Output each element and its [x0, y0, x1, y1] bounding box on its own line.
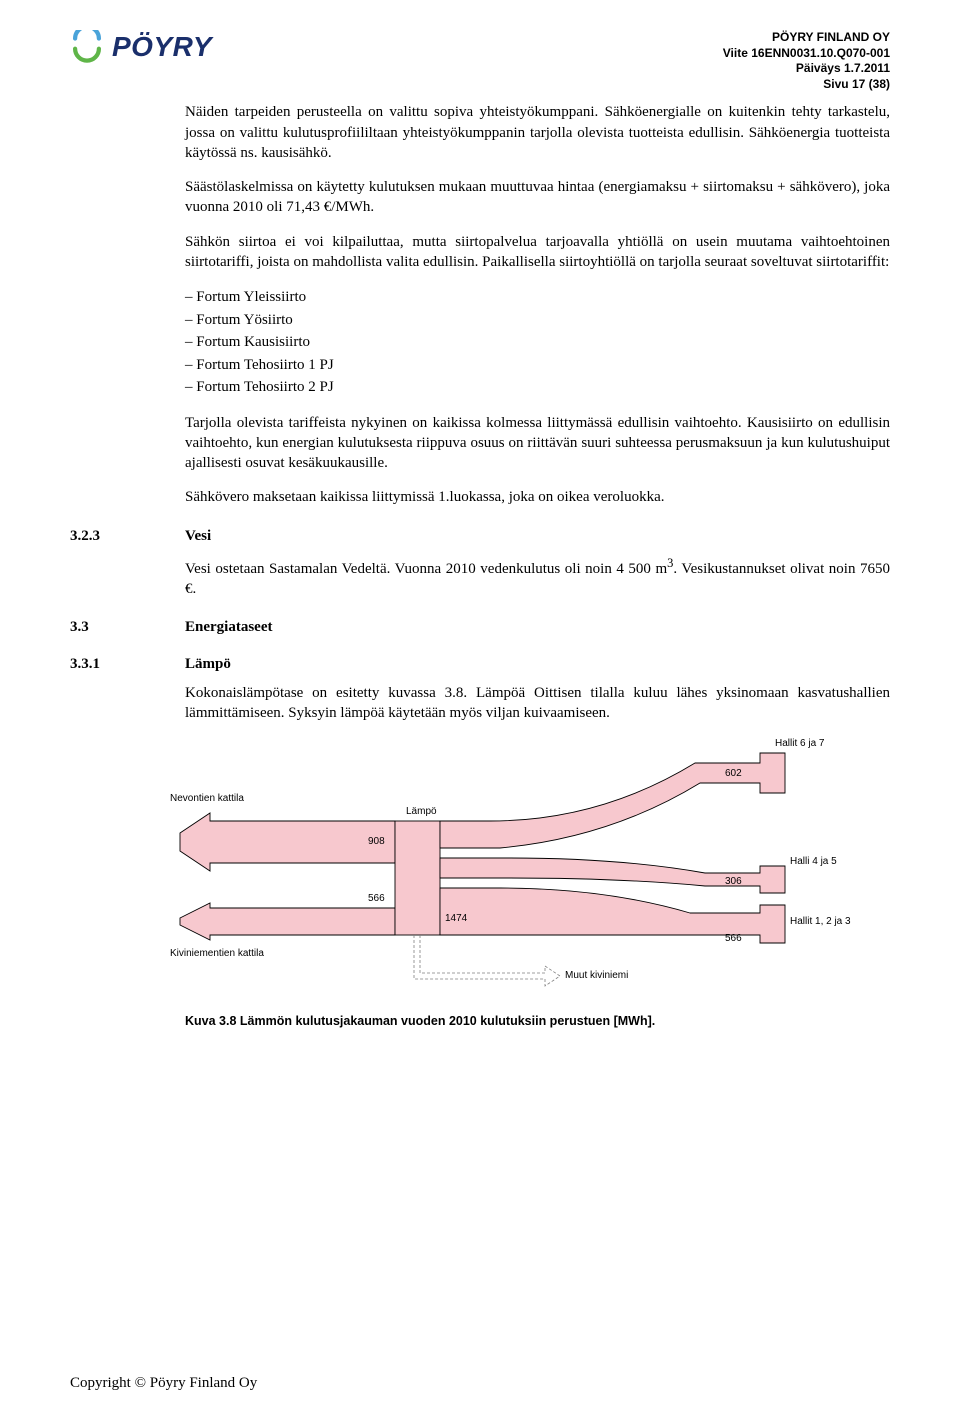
page-header: PÖYRY PÖYRY FINLAND OY Viite 16ENN0031.1… — [70, 30, 890, 92]
diagram-value-566b: 566 — [725, 933, 742, 944]
section-number: 3.3.1 — [70, 656, 185, 673]
section-3-2-3-header: 3.2.3 Vesi — [70, 528, 890, 545]
para-4: Tarjolla olevista tariffeista nykyinen o… — [185, 413, 890, 474]
text-run: Vesi ostetaan Sastamalan Vedeltä. Vuonna… — [185, 561, 667, 577]
para-lampo: Kokonaislämpötase on esitetty kuvassa 3.… — [185, 683, 890, 724]
diagram-value-566: 566 — [368, 893, 385, 904]
header-company: PÖYRY FINLAND OY — [723, 30, 890, 46]
diagram-value-908: 908 — [368, 836, 385, 847]
section-3-3-1-body: Kokonaislämpötase on esitetty kuvassa 3.… — [185, 683, 890, 724]
section-3-2-3-body: Vesi ostetaan Sastamalan Vedeltä. Vuonna… — [185, 555, 890, 600]
diagram-label-input1: Nevontien kattila — [170, 793, 244, 804]
header-info: PÖYRY FINLAND OY Viite 16ENN0031.10.Q070… — [723, 30, 890, 92]
diagram-label-input2: Kiviniementien kattila — [170, 948, 264, 959]
header-ref: Viite 16ENN0031.10.Q070-001 — [723, 46, 890, 62]
sankey-diagram: Nevontien kattila Kiviniementien kattila… — [150, 738, 870, 1008]
body-block-1: Näiden tarpeiden perusteella on valittu … — [185, 102, 890, 507]
section-3-3-header: 3.3 Energiataseet — [70, 619, 890, 636]
header-date: Päiväys 1.7.2011 — [723, 61, 890, 77]
para-vesi: Vesi ostetaan Sastamalan Vedeltä. Vuonna… — [185, 555, 890, 600]
section-title: Energiataseet — [185, 619, 272, 636]
diagram-label-out2: Halli 4 ja 5 — [790, 856, 837, 867]
diagram-value-1474: 1474 — [445, 913, 467, 924]
sankey-svg — [150, 738, 870, 1008]
tariff-list: Fortum Yleissiirto Fortum Yösiirto Fortu… — [185, 286, 890, 399]
section-title: Lämpö — [185, 656, 231, 673]
list-item: Fortum Yösiirto — [199, 309, 890, 332]
poyry-logo-icon — [70, 30, 104, 64]
para-2: Säästölaskelmissa on käytetty kulutuksen… — [185, 177, 890, 218]
figure-caption: Kuva 3.8 Lämmön kulutusjakauman vuoden 2… — [185, 1014, 890, 1028]
para-3: Sähkön siirtoa ei voi kilpailuttaa, mutt… — [185, 232, 890, 273]
logo: PÖYRY — [70, 30, 212, 64]
diagram-value-602: 602 — [725, 768, 742, 779]
section-number: 3.2.3 — [70, 528, 185, 545]
list-item: Fortum Tehosiirto 2 PJ — [199, 376, 890, 399]
section-number: 3.3 — [70, 619, 185, 636]
diagram-title: Lämpö — [406, 806, 437, 817]
para-5: Sähkövero maksetaan kaikissa liittymissä… — [185, 487, 890, 507]
logo-text: PÖYRY — [112, 31, 212, 63]
list-item: Fortum Yleissiirto — [199, 286, 890, 309]
copyright: Copyright © Pöyry Finland Oy — [70, 1375, 257, 1392]
diagram-label-muut: Muut kiviniemi — [565, 970, 628, 981]
list-item: Fortum Tehosiirto 1 PJ — [199, 354, 890, 377]
diagram-label-out3: Hallit 1, 2 ja 3 — [790, 916, 851, 927]
section-3-3-1-header: 3.3.1 Lämpö — [70, 656, 890, 673]
header-page: Sivu 17 (38) — [723, 77, 890, 93]
diagram-value-306: 306 — [725, 876, 742, 887]
diagram-label-out1: Hallit 6 ja 7 — [775, 738, 824, 749]
section-title: Vesi — [185, 528, 211, 545]
list-item: Fortum Kausisiirto — [199, 331, 890, 354]
para-1: Näiden tarpeiden perusteella on valittu … — [185, 102, 890, 163]
